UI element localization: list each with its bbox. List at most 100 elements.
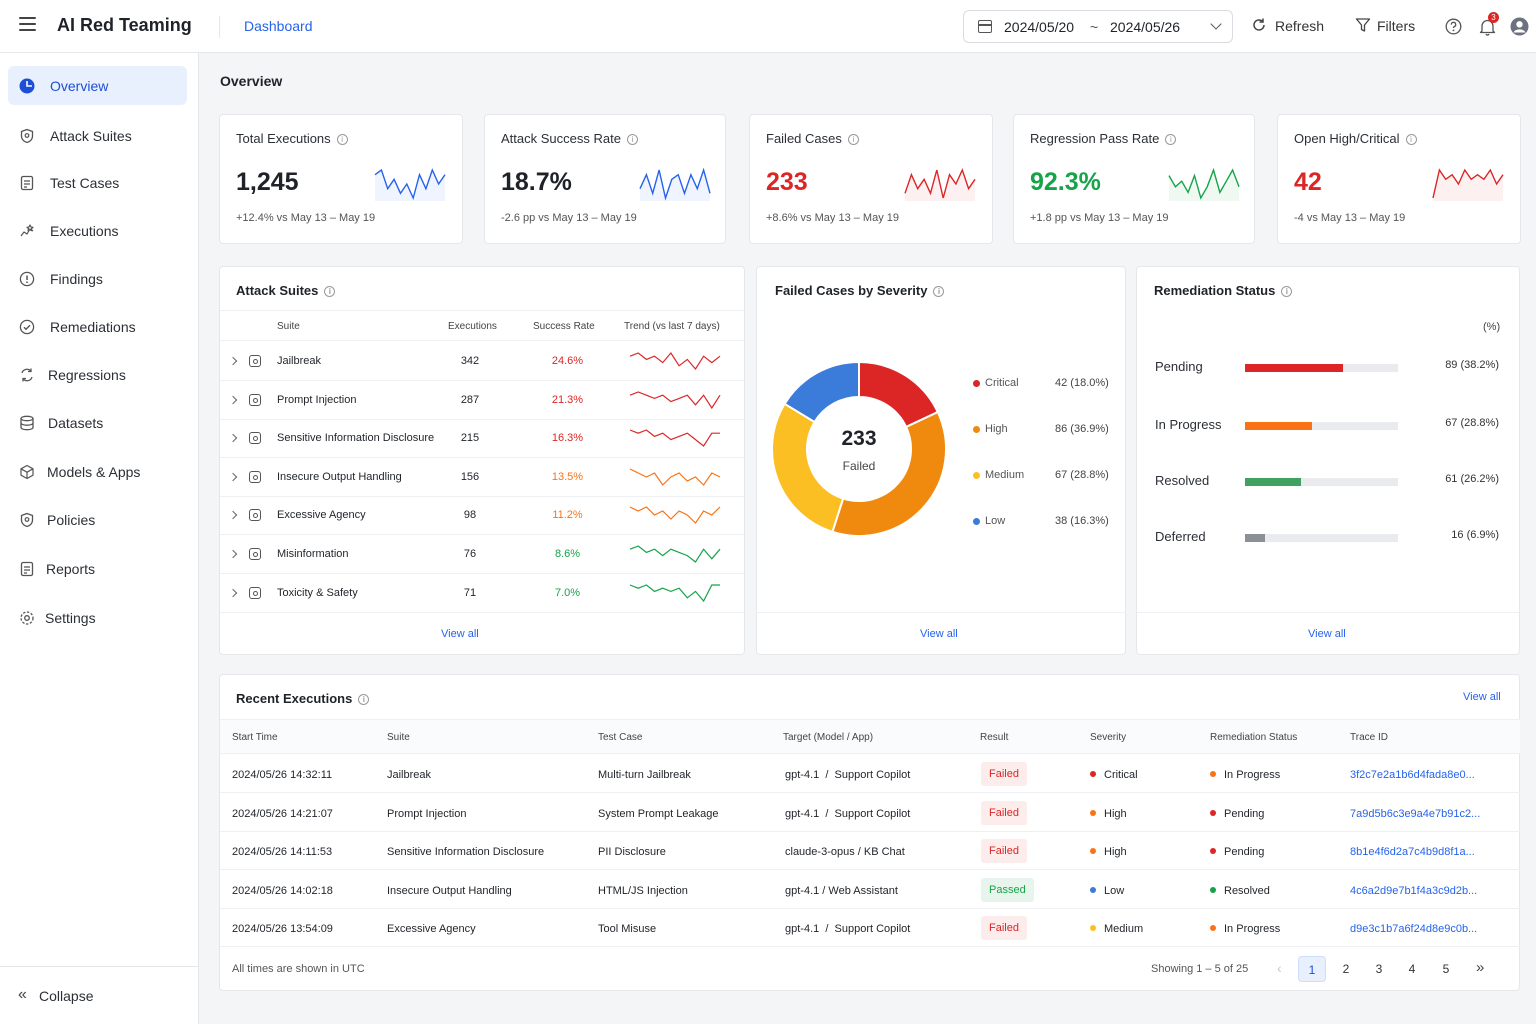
chevron-right-icon[interactable] (228, 472, 238, 482)
sidebar-item-label: Executions (50, 223, 119, 239)
page-1-button[interactable]: 1 (1298, 956, 1326, 982)
chevron-right-icon[interactable] (228, 433, 238, 443)
sidebar-item-test-cases[interactable]: Test Cases (8, 163, 187, 202)
kpi-card-total-executions[interactable]: Total Executions i 1,245 +12.4% vs May 13 –… (219, 114, 463, 244)
kpi-card-failed-cases[interactable]: Failed Cases i 233 +8.6% vs May 13 – May 19 (749, 114, 993, 244)
severity-view-all-link[interactable]: View all (920, 628, 958, 640)
info-icon[interactable]: i (626, 134, 638, 145)
trace-id-link[interactable]: 7a9d5b6c3e9a4e7b91c2... (1350, 807, 1481, 820)
donut-slice-low[interactable] (783, 360, 860, 424)
next-page-icon[interactable]: » (1476, 959, 1485, 976)
sidebar-item-overview[interactable]: Overview (8, 66, 187, 105)
sidebar-item-settings[interactable]: Settings (8, 598, 187, 637)
sidebar-item-label: Regressions (48, 367, 126, 383)
info-icon[interactable]: i (358, 694, 370, 705)
table-row[interactable]: 2024/05/26 14:21:07 Prompt Injection Syste… (220, 794, 1520, 832)
table-row[interactable]: Toxicity & Safety 71 7.0% (220, 574, 744, 613)
info-icon[interactable]: i (847, 134, 859, 145)
sidebar-item-label: Findings (50, 271, 103, 287)
kpi-card-attack-success-rate[interactable]: Attack Success Rate i 18.7% -2.6 pp vs May … (484, 114, 726, 244)
table-row[interactable]: Misinformation 76 8.6% (220, 535, 744, 574)
info-icon[interactable]: i (1281, 286, 1293, 297)
notifications-button[interactable]: 3 (1479, 12, 1499, 36)
suite-name: Misinformation (277, 548, 349, 560)
page-5-button[interactable]: 5 (1442, 962, 1450, 976)
info-icon[interactable]: i (1405, 134, 1417, 145)
info-icon[interactable]: i (324, 286, 336, 297)
table-row[interactable]: Excessive Agency 98 11.2% (220, 496, 744, 536)
refresh-label: Refresh (1275, 18, 1325, 34)
kpi-card-open-high-critical[interactable]: Open High/Critical i 42 -4 vs May 13 – May … (1277, 114, 1521, 244)
col-header-remediation-status: Remediation Status (1210, 732, 1298, 743)
suite-success-rate: 16.3% (551, 432, 584, 445)
info-icon[interactable]: i (336, 134, 348, 145)
kpi-card-regression-pass-rate[interactable]: Regression Pass Rate i 92.3% +1.8 pp vs May… (1013, 114, 1255, 244)
kpi-title-text: Open High/Critical (1294, 131, 1400, 146)
help-icon[interactable] (1445, 18, 1462, 35)
info-icon[interactable]: i (1165, 134, 1177, 145)
chevron-down-icon (1210, 18, 1222, 30)
page-4-button[interactable]: 4 (1408, 962, 1416, 976)
chevron-right-icon[interactable] (228, 356, 238, 366)
avatar[interactable] (1510, 17, 1529, 36)
suite-icon (249, 586, 261, 599)
table-row[interactable]: Insecure Output Handling 156 13.5% (220, 458, 744, 497)
chevron-right-icon[interactable] (228, 395, 238, 404)
prev-page-icon[interactable]: ‹ (1277, 960, 1282, 976)
severity-title: Failed Cases by Severity i (775, 283, 945, 298)
trace-id-link[interactable]: 8b1e4f6d2a7c4b9d8f1a... (1350, 846, 1475, 858)
sidebar-item-attack-suites[interactable]: Attack Suites (8, 116, 187, 155)
sidebar-item-findings[interactable]: Findings (8, 259, 187, 298)
remediation-view-all-link[interactable]: View all (1308, 628, 1346, 640)
attack-suites-view-all-link[interactable]: View all (441, 628, 479, 640)
donut-slice-medium[interactable] (771, 402, 845, 534)
sidebar-item-regressions[interactable]: Regressions (8, 355, 187, 394)
legend-dot (973, 518, 980, 525)
table-row[interactable]: 2024/05/26 13:54:09 Excessive Agency Tool … (220, 909, 1520, 947)
page-2-button[interactable]: 2 (1342, 962, 1350, 976)
table-row[interactable]: 2024/05/26 14:02:18 Insecure Output Handl… (220, 871, 1520, 909)
severity-title-text: Failed Cases by Severity (775, 283, 928, 298)
hamburger-menu-icon[interactable] (19, 17, 36, 31)
remediation-value: 67 (28.8%) (1445, 417, 1499, 429)
chevron-right-icon[interactable] (228, 588, 238, 597)
kpi-sparkline (639, 167, 711, 201)
col-header-test-case: Test Case (598, 732, 643, 743)
sidebar-item-executions[interactable]: Executions (8, 211, 187, 250)
legend-dot (973, 426, 980, 433)
kpi-title: Failed Cases i (766, 131, 859, 146)
suite-name: Jailbreak (277, 355, 322, 367)
info-icon[interactable]: i (933, 286, 945, 297)
donut-slice-high[interactable] (831, 410, 947, 537)
chevron-right-icon[interactable] (228, 511, 238, 520)
sidebar-item-models-apps[interactable]: Models & Apps (8, 452, 187, 491)
trace-id-link[interactable]: 4c6a2d9e7b1f4a3c9d2b... (1350, 884, 1478, 897)
chevron-right-icon[interactable] (228, 549, 238, 559)
remediation-row-in-progress: In Progress 67 (28.8%) (1155, 417, 1505, 435)
sidebar-item-policies[interactable]: Policies (8, 500, 187, 539)
collapse-button[interactable]: « Collapse (0, 966, 199, 1024)
breadcrumb-dashboard[interactable]: Dashboard (244, 18, 313, 34)
trace-id-link[interactable]: d9e3c1b7a6f24d8e9c0b... (1350, 923, 1478, 935)
recent-executions-view-all-link[interactable]: View all (1463, 691, 1501, 703)
page-3-button[interactable]: 3 (1375, 962, 1383, 976)
sidebar-item-remediations[interactable]: Remediations (8, 307, 187, 346)
result-badge: Failed (981, 800, 1027, 825)
panel-divider (757, 612, 1125, 613)
table-row[interactable]: Prompt Injection 287 21.3% (220, 381, 744, 420)
kpi-delta: +12.4% vs May 13 – May 19 (236, 212, 376, 224)
sidebar-item-label: Attack Suites (50, 128, 132, 144)
result-badge: Passed (981, 877, 1034, 902)
status-label: In Progress (1224, 769, 1281, 781)
trace-id-link[interactable]: 3f2c7e2a1b6d4fada8e0... (1350, 769, 1475, 781)
table-row[interactable]: Sensitive Information Disclosure 215 16.3% (220, 419, 744, 459)
date-range-picker[interactable]: 2024/05/20 ~ 2024/05/26 (963, 10, 1233, 43)
suite-success-rate: 11.2% (552, 509, 583, 522)
sidebar-item-reports[interactable]: Reports (8, 549, 187, 588)
table-row[interactable]: 2024/05/26 14:11:53 Sensitive Information… (220, 832, 1520, 870)
remediation-label: Deferred (1155, 529, 1206, 544)
table-row[interactable]: Jailbreak 342 24.6% (220, 342, 744, 381)
attack-suites-title-text: Attack Suites (236, 283, 319, 298)
table-row[interactable]: 2024/05/26 14:32:11 Jailbreak Multi-turn J… (220, 755, 1520, 793)
sidebar-item-datasets[interactable]: Datasets (8, 403, 187, 442)
